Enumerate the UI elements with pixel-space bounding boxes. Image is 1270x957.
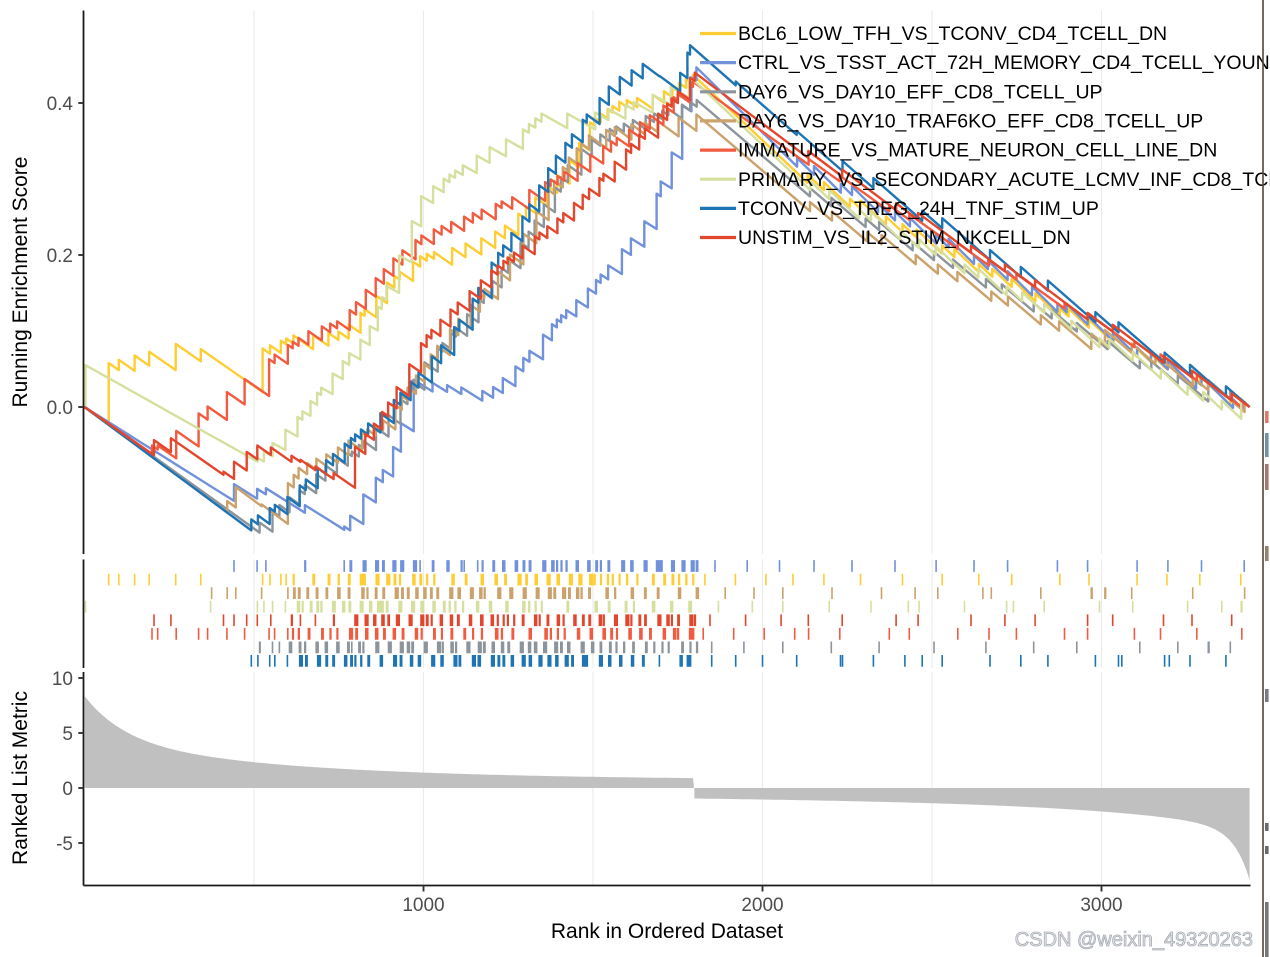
svg-text:BCL6_LOW_TFH_VS_TCONV_CD4_TCEL: BCL6_LOW_TFH_VS_TCONV_CD4_TCELL_DN <box>738 23 1167 45</box>
svg-text:0.0: 0.0 <box>47 398 73 419</box>
svg-text:5: 5 <box>62 724 73 745</box>
svg-text:2000: 2000 <box>741 895 783 916</box>
svg-text:-5: -5 <box>56 834 73 855</box>
svg-text:1000: 1000 <box>402 895 444 916</box>
svg-text:TCONV_VS_TREG_24H_TNF_STIM_UP: TCONV_VS_TREG_24H_TNF_STIM_UP <box>738 198 1099 220</box>
svg-text:IMMATURE_VS_MATURE_NEURON_CELL: IMMATURE_VS_MATURE_NEURON_CELL_LINE_DN <box>738 140 1217 162</box>
svg-text:Ranked List Metric: Ranked List Metric <box>9 691 32 865</box>
svg-text:3000: 3000 <box>1080 895 1122 916</box>
svg-text:0: 0 <box>62 779 73 800</box>
svg-text:0.2: 0.2 <box>47 246 73 267</box>
svg-text:UNSTIM_VS_IL2_STIM_NKCELL_DN: UNSTIM_VS_IL2_STIM_NKCELL_DN <box>738 227 1071 249</box>
svg-text:Rank in Ordered Dataset: Rank in Ordered Dataset <box>551 920 783 943</box>
svg-text:DAY6_VS_DAY10_EFF_CD8_TCELL_UP: DAY6_VS_DAY10_EFF_CD8_TCELL_UP <box>738 81 1103 103</box>
svg-text:0.4: 0.4 <box>47 94 74 115</box>
svg-text:10: 10 <box>52 669 73 690</box>
svg-text:CSDN @weixin_49320263: CSDN @weixin_49320263 <box>1015 929 1253 951</box>
svg-text:Running Enrichment Score: Running Enrichment Score <box>9 157 32 408</box>
svg-text:CTRL_VS_TSST_ACT_72H_MEMORY_CD: CTRL_VS_TSST_ACT_72H_MEMORY_CD4_TCELL_YO… <box>738 52 1270 74</box>
svg-text:DAY6_VS_DAY10_TRAF6KO_EFF_CD8_: DAY6_VS_DAY10_TRAF6KO_EFF_CD8_TCELL_UP <box>738 110 1203 132</box>
svg-text:PRIMARY_VS_SECONDARY_ACUTE_LCM: PRIMARY_VS_SECONDARY_ACUTE_LCMV_INF_CD8_… <box>738 169 1270 191</box>
